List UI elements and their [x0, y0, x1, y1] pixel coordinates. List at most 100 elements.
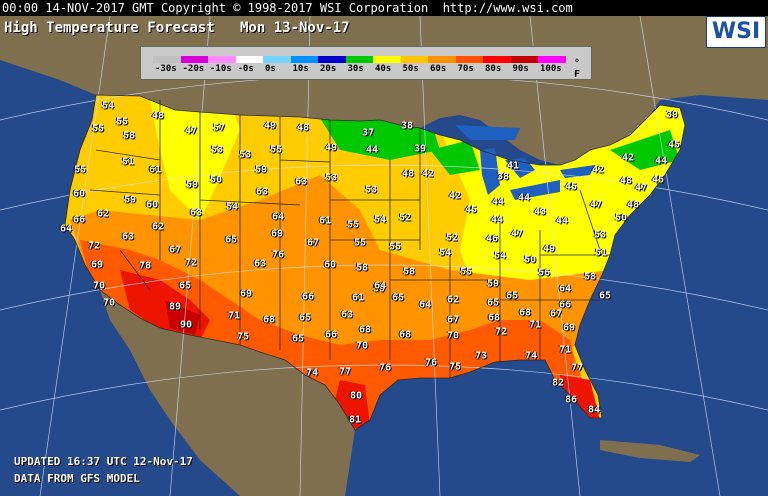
temperature-label: 67 [549, 308, 563, 320]
temperature-label: 65 [298, 312, 312, 324]
temperature-label: 68 [398, 329, 412, 341]
data-source-text: DATA FROM GFS MODEL [14, 472, 140, 485]
temperature-label: 46 [485, 233, 499, 245]
temperature-label: 42 [448, 190, 462, 202]
legend-swatch [483, 56, 511, 63]
zone-90s [165, 300, 200, 335]
temperature-label: 44 [491, 196, 505, 208]
temperature-label: 65 [224, 234, 238, 246]
temperature-label: 69 [90, 259, 104, 271]
temperature-label: 64 [558, 283, 572, 295]
legend-label: -20s [182, 64, 205, 74]
temperature-label: 48 [151, 110, 165, 122]
temperature-label: 89 [168, 301, 182, 313]
temperature-label: 78 [138, 260, 152, 272]
legend-label: -30s [155, 64, 177, 74]
legend-label: 20s [320, 64, 337, 74]
temperature-label: 41 [506, 160, 520, 172]
temperature-label: 68 [358, 324, 372, 336]
temperature-label: 64 [418, 299, 432, 311]
temperature-label: 44 [654, 155, 668, 167]
legend-label: 30s [347, 64, 364, 74]
legend-label: 10s [292, 64, 309, 74]
legend-swatch [208, 56, 236, 63]
temperature-label: 64 [271, 211, 285, 223]
legend-swatch [400, 56, 428, 63]
temperature-label: 82 [551, 377, 565, 389]
temperature-label: 68 [518, 307, 532, 319]
copyright-bar: 00:00 14-NOV-2017 GMT Copyright © 1998-2… [0, 0, 768, 16]
temperature-label: 65 [486, 297, 500, 309]
temperature-label: 53 [210, 144, 224, 156]
temperature-label: 65 [505, 290, 519, 302]
temperature-label: 62 [96, 208, 110, 220]
temperature-label: 45 [667, 139, 681, 151]
temperature-label: 65 [598, 290, 612, 302]
temperature-label: 80 [349, 390, 363, 402]
legend-label: -0s [237, 64, 254, 74]
temperature-label: 53 [324, 172, 338, 184]
zone-30s-midwest [430, 140, 480, 175]
temperature-label: 70 [446, 330, 460, 342]
temperature-label: 38 [400, 120, 414, 132]
temperature-label: 59 [185, 179, 199, 191]
temperature-label: 51 [121, 156, 135, 168]
legend-swatch [428, 56, 456, 63]
temperature-label: 60 [323, 259, 337, 271]
temperature-label: 55 [115, 116, 129, 128]
temperature-label: 48 [401, 168, 415, 180]
legend-label: 0s [265, 64, 276, 74]
temperature-label: 55 [353, 237, 367, 249]
temperature-label: 55 [388, 241, 402, 253]
temperature-label: 66 [558, 299, 572, 311]
legend-swatch [455, 56, 483, 63]
zone-80s-florida [560, 375, 600, 420]
temperature-label: 69 [270, 228, 284, 240]
copyright-text: 00:00 14-NOV-2017 GMT Copyright © 1998-2… [2, 1, 573, 15]
temperature-label: 62 [446, 294, 460, 306]
temperature-label: 55 [269, 144, 283, 156]
legend-label: 90s [512, 64, 529, 74]
temperature-label: 50 [209, 174, 223, 186]
mexico-land [100, 290, 355, 496]
legend-label: -10s [210, 64, 232, 74]
temperature-label: 55 [73, 164, 87, 176]
temperature-label: 74 [305, 367, 319, 379]
temperature-label: 65 [178, 280, 192, 292]
temperature-label: 67 [168, 244, 182, 256]
temperature-label: 73 [474, 350, 488, 362]
temperature-label: 45 [651, 174, 665, 186]
temperature-label: 63 [121, 231, 135, 243]
temperature-label: 54 [373, 214, 387, 226]
temperature-label: 45 [464, 204, 478, 216]
temperature-label: 69 [562, 322, 576, 334]
temperature-label: 54 [438, 247, 452, 259]
temperature-label: 60 [72, 188, 86, 200]
temperature-label: 66 [72, 214, 86, 226]
temperature-label: 49 [324, 142, 338, 154]
temperature-label: 76 [378, 362, 392, 374]
temperature-label: 48 [296, 122, 310, 134]
legend-label: 80s [485, 64, 502, 74]
temperature-label: 52 [398, 212, 412, 224]
temperature-label: 63 [189, 207, 203, 219]
legend-label: 100s [540, 64, 562, 74]
temperature-label: 63 [253, 258, 267, 270]
temperature-label: 58 [355, 262, 369, 274]
legend-label: 40s [375, 64, 392, 74]
temperature-label: 47 [184, 125, 198, 137]
temperature-label: 44 [490, 214, 504, 226]
temperature-label: 72 [87, 240, 101, 252]
temperature-label: 39 [413, 143, 427, 155]
updated-text: UPDATED 16:37 UTC 12-Nov-17 [14, 455, 193, 468]
temperature-label: 56 [537, 267, 551, 279]
temperature-label: 72 [184, 257, 198, 269]
temperature-label: 75 [448, 361, 462, 373]
temperature-label: 44 [365, 144, 379, 156]
temperature-label: 54 [493, 250, 507, 262]
temperature-label: 50 [523, 254, 537, 266]
temperature-label: 65 [391, 292, 405, 304]
state-borders [64, 94, 686, 431]
temperature-label: 61 [318, 215, 332, 227]
legend-label: 50s [402, 64, 419, 74]
